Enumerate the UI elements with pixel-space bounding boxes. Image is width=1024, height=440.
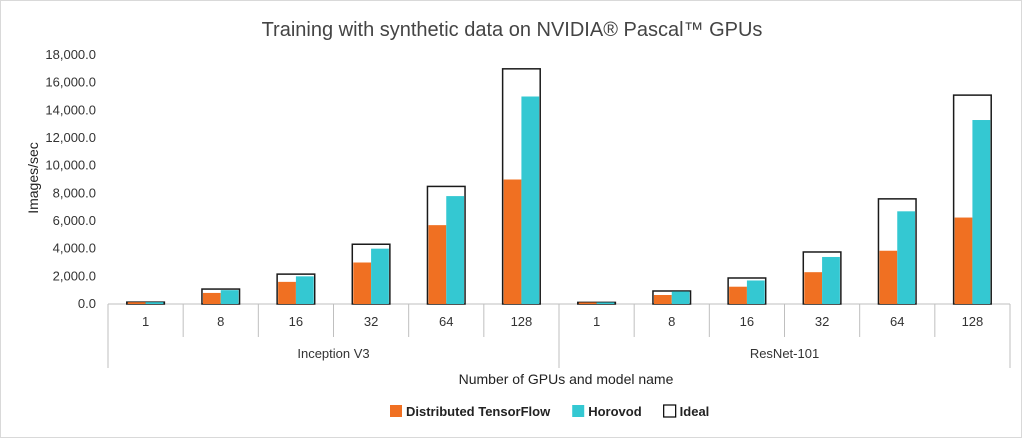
bar-distributed-tensorflow xyxy=(729,286,747,304)
x-tick-label: 128 xyxy=(962,314,984,329)
bar-distributed-tensorflow xyxy=(954,217,973,304)
y-axis-label: Images/sec xyxy=(25,142,41,214)
bar-horovod xyxy=(596,302,615,304)
bar-distributed-tensorflow xyxy=(879,250,898,304)
bar-horovod xyxy=(822,256,840,304)
bar-distributed-tensorflow xyxy=(428,225,447,304)
bar-distributed-tensorflow xyxy=(127,302,146,304)
x-tick-label: 64 xyxy=(890,314,904,329)
y-tick-label: 8,000.0 xyxy=(53,185,96,200)
bar-distributed-tensorflow xyxy=(804,272,823,304)
x-tick-label: 1 xyxy=(593,314,600,329)
x-tick-label: 16 xyxy=(289,314,303,329)
y-tick-label: 4,000.0 xyxy=(53,241,96,256)
y-tick-label: 6,000.0 xyxy=(53,213,96,228)
bar-horovod xyxy=(972,120,991,305)
x-axis-label: Number of GPUs and model name xyxy=(459,371,674,387)
group-label: ResNet-101 xyxy=(750,346,819,361)
bar-horovod xyxy=(145,302,164,304)
bar-horovod xyxy=(295,276,314,304)
x-tick-label: 16 xyxy=(740,314,754,329)
x-tick-label: 32 xyxy=(815,314,829,329)
legend-swatch xyxy=(663,404,677,418)
y-tick-label: 12,000.0 xyxy=(45,130,96,145)
bar-horovod xyxy=(746,280,765,304)
bar-horovod xyxy=(521,96,540,304)
x-tick-label: 8 xyxy=(668,314,675,329)
group-label: Inception V3 xyxy=(297,346,369,361)
legend-label: Horovod xyxy=(588,404,642,419)
x-tick-label: 128 xyxy=(511,314,533,329)
bar-distributed-tensorflow xyxy=(353,262,372,304)
bar-horovod xyxy=(671,291,690,304)
y-tick-label: 0.0 xyxy=(78,296,96,311)
y-tick-label: 18,000.0 xyxy=(45,47,96,62)
bar-horovod xyxy=(446,196,465,304)
x-tick-label: 32 xyxy=(364,314,378,329)
bar-distributed-tensorflow xyxy=(653,295,672,304)
bar-horovod xyxy=(897,211,916,304)
legend-swatch xyxy=(390,405,402,417)
legend-label: Ideal xyxy=(680,404,710,419)
x-tick-label: 1 xyxy=(142,314,149,329)
bar-horovod xyxy=(371,248,389,304)
bar-distributed-tensorflow xyxy=(503,179,522,304)
bar-distributed-tensorflow xyxy=(202,292,221,304)
bar-horovod xyxy=(220,290,239,304)
y-tick-label: 14,000.0 xyxy=(45,102,96,117)
plot-area: 0.0 2,000.0 4,000.0 6,000.0 8,000.0 10,000.0 1… xyxy=(45,47,1011,368)
bar-distributed-tensorflow xyxy=(278,281,296,304)
legend-label: Distributed TensorFlow xyxy=(406,404,551,419)
x-tick-label: 64 xyxy=(439,314,453,329)
y-tick-label: 10,000.0 xyxy=(45,158,96,173)
x-tick-label: 8 xyxy=(217,314,224,329)
legend-swatch xyxy=(572,405,585,417)
y-tick-label: 2,000.0 xyxy=(53,268,96,283)
y-tick-label: 16,000.0 xyxy=(45,75,96,90)
chart-title: Training with synthetic data on NVIDIA® … xyxy=(262,19,763,41)
legend: Distributed TensorFlow Horovod Ideal xyxy=(390,404,709,419)
bar-distributed-tensorflow xyxy=(578,302,597,304)
